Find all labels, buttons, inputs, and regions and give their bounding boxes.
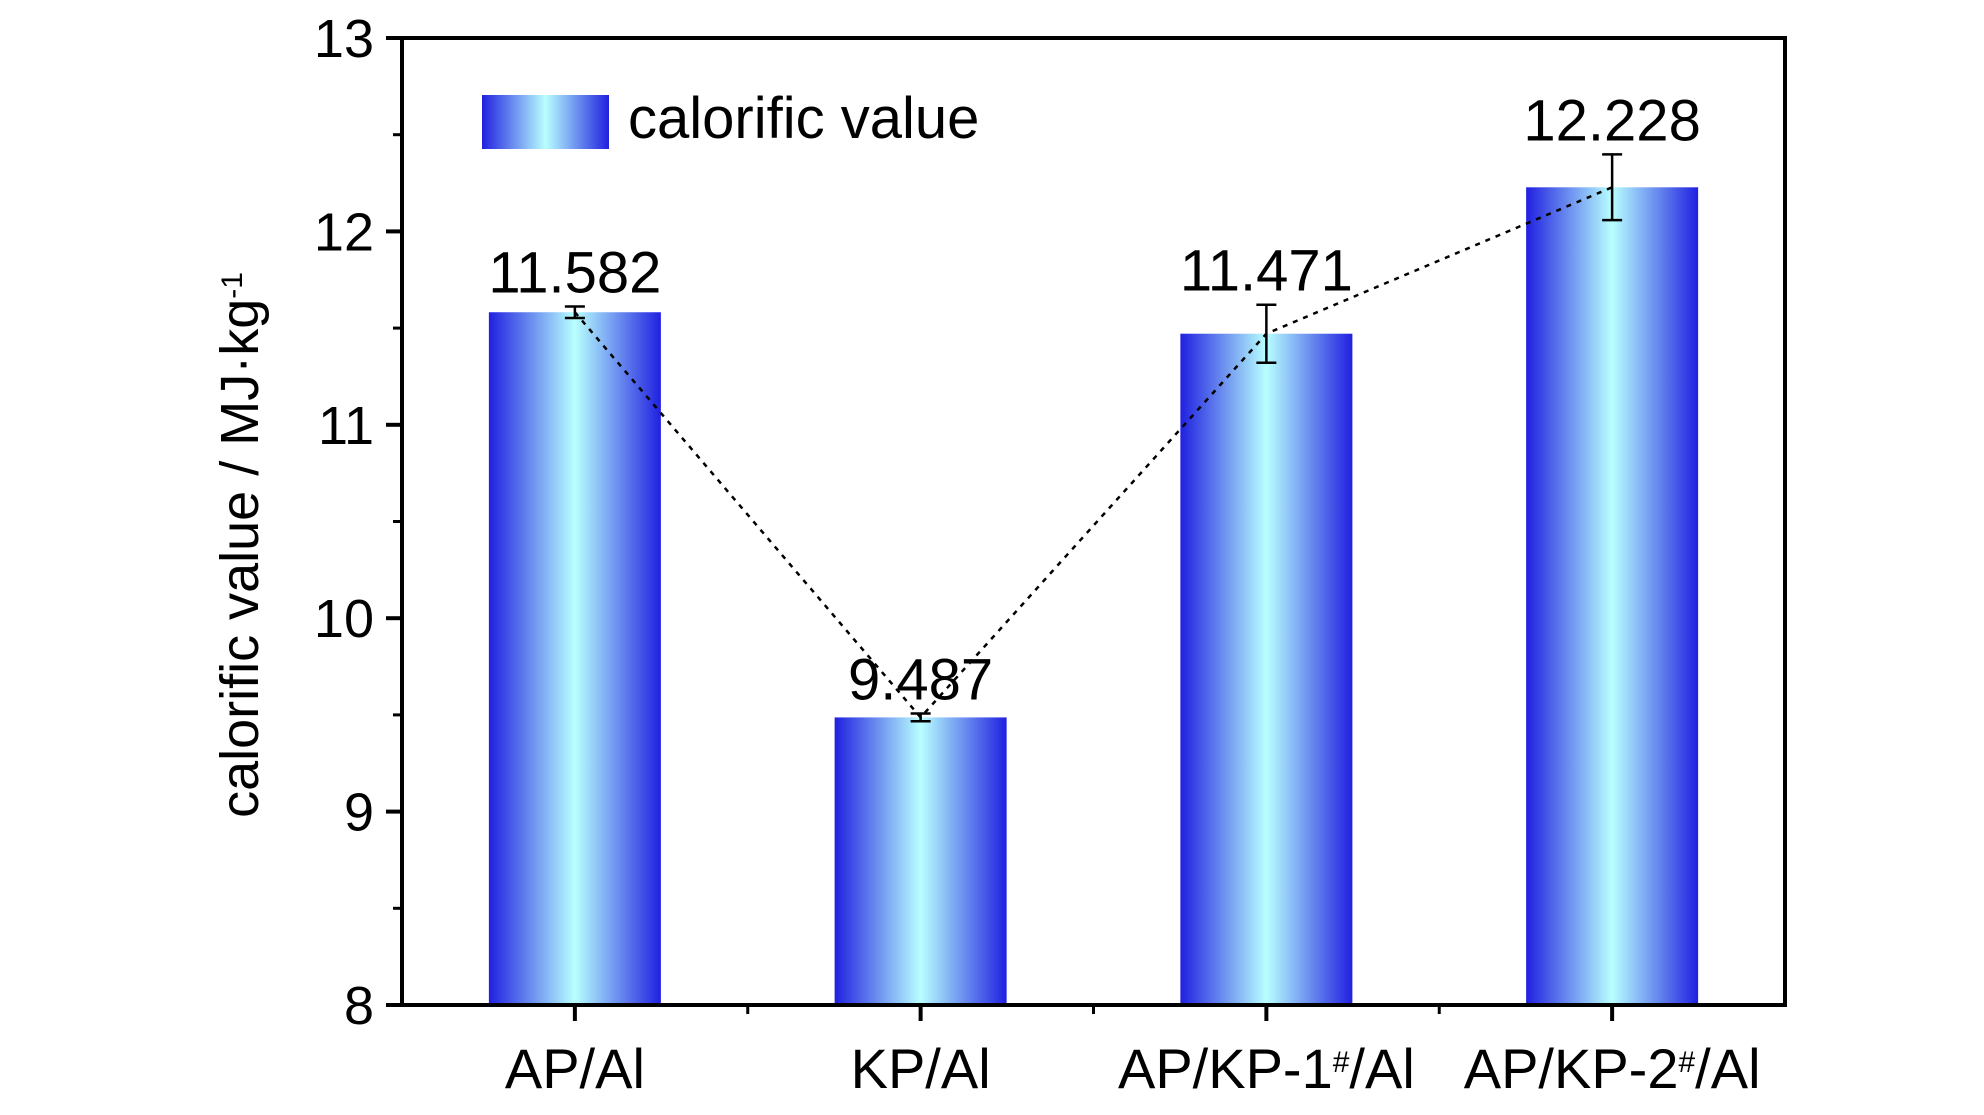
bar xyxy=(488,312,661,1005)
legend-label: calorific value xyxy=(628,86,979,151)
error-bar xyxy=(910,712,931,723)
y-tick-label: 12 xyxy=(314,202,374,262)
bar xyxy=(1180,333,1353,1005)
legend-swatch xyxy=(482,95,609,149)
error-bar xyxy=(1256,303,1277,364)
y-axis-title: calorific value / MJ·kg-1 xyxy=(210,272,270,818)
bar xyxy=(1526,187,1699,1005)
x-tick-label: AP/KP-2#/Al xyxy=(1464,1037,1761,1100)
y-tick-label: 10 xyxy=(314,589,374,649)
x-tick-label: AP/KP-1#/Al xyxy=(1118,1037,1415,1100)
data-label: 11.471 xyxy=(1180,239,1353,304)
connector-line xyxy=(573,186,1613,720)
y-tick-label: 8 xyxy=(344,976,374,1036)
y-tick-label: 13 xyxy=(314,9,374,69)
x-tick-label: KP/Al xyxy=(851,1037,991,1100)
y-tick-label: 11 xyxy=(318,396,374,456)
data-label: 11.582 xyxy=(488,240,661,305)
error-bar xyxy=(564,305,585,320)
data-label: 9.487 xyxy=(848,648,993,713)
legend: calorific value xyxy=(482,86,979,151)
y-tick-label: 9 xyxy=(344,783,374,843)
data-label: 12.228 xyxy=(1523,88,1700,153)
bar xyxy=(834,717,1007,1005)
x-tick-label: AP/Al xyxy=(505,1037,645,1100)
error-bar xyxy=(1602,153,1623,222)
